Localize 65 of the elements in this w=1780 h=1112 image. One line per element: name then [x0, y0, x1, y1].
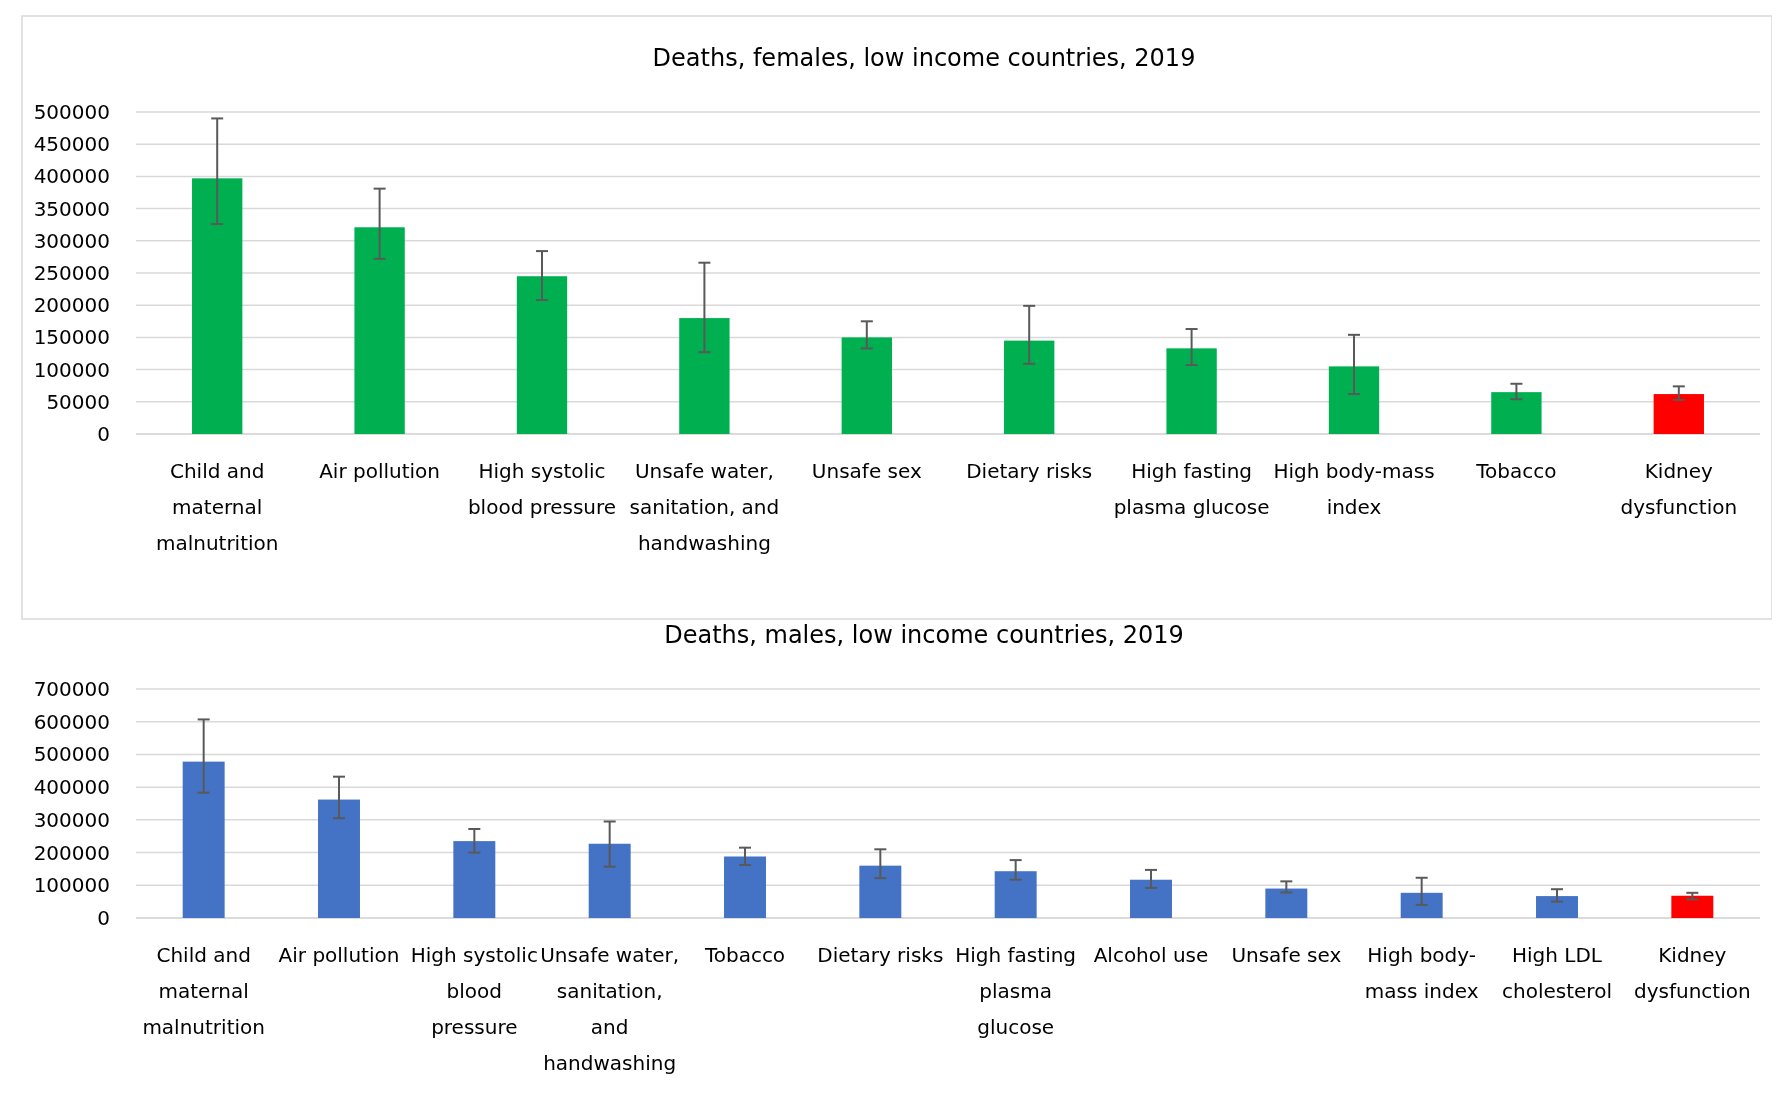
bar	[841, 337, 892, 434]
bar	[679, 318, 730, 434]
x-tick-label: Dietary risks	[966, 459, 1093, 483]
bar	[1400, 892, 1443, 918]
bar	[724, 856, 766, 918]
x-tick-label: Dietary risks	[817, 943, 944, 967]
bar	[1004, 340, 1055, 434]
chart-title: Deaths, males, low income countries, 2019	[664, 621, 1184, 649]
x-tick-label: High body-mass index	[1273, 459, 1435, 519]
x-tick-label: High systolic blood pressure	[467, 459, 617, 519]
y-tick-label: 100000	[33, 873, 110, 898]
y-tick-label: 100000	[33, 357, 110, 382]
bar	[1671, 895, 1714, 918]
x-tick-label: Child and maternal malnutrition	[155, 459, 279, 555]
bar	[182, 761, 225, 918]
bar	[1491, 392, 1542, 434]
x-tick-label: Child and maternal malnutrition	[142, 943, 265, 1039]
y-tick-label: 200000	[33, 840, 110, 865]
x-tick-label: High fasting plasma glucose	[955, 943, 1077, 1039]
x-tick-label: Kidney dysfunction	[1620, 459, 1738, 519]
bar	[516, 276, 568, 434]
x-tick-label: High fasting plasma glucose	[1113, 459, 1270, 519]
y-tick-label: 500000	[33, 100, 110, 124]
x-tick-label: Alcohol use	[1093, 943, 1209, 967]
bar	[318, 799, 360, 918]
bar	[192, 178, 243, 434]
x-tick-label: Unsafe sex	[1231, 943, 1342, 967]
x-tick-label: High systolic blood pressure	[410, 943, 538, 1039]
bar	[1328, 366, 1380, 434]
y-tick-label: 250000	[33, 261, 110, 285]
bar	[1536, 896, 1578, 918]
x-tick-label: Kidney dysfunction	[1634, 943, 1751, 1003]
x-tick-label: Tobacco	[1475, 459, 1557, 483]
y-tick-label: 700000	[33, 677, 110, 701]
x-tick-label: Unsafe water, sanitation, and handwashing	[629, 459, 780, 555]
bar	[354, 227, 405, 434]
y-tick-label: 500000	[33, 742, 110, 767]
y-tick-label: 300000	[33, 228, 110, 253]
x-tick-label: Air pollution	[278, 943, 400, 967]
bar	[859, 865, 902, 918]
y-tick-label: 200000	[33, 293, 110, 318]
chart-title: Deaths, females, low income countries, 2019	[652, 44, 1196, 72]
y-tick-label: 400000	[33, 164, 110, 189]
y-tick-label: 0	[97, 422, 110, 446]
bar	[994, 871, 1037, 918]
x-tick-label: Tobacco	[703, 943, 786, 967]
x-tick-label: Air pollution	[319, 459, 441, 483]
y-tick-label: 400000	[33, 775, 110, 800]
bar	[1130, 879, 1172, 918]
bar	[1166, 348, 1217, 434]
bar	[1265, 888, 1308, 918]
bar	[453, 841, 496, 918]
bar	[1653, 394, 1704, 434]
x-tick-label: Unsafe water, sanitation, and handwashing	[540, 943, 680, 1075]
x-tick-label: High body-mass index	[1364, 943, 1479, 1003]
y-tick-label: 450000	[33, 132, 110, 157]
y-tick-label: 0	[97, 906, 110, 930]
y-tick-label: 50000	[46, 389, 110, 414]
bar	[588, 843, 631, 918]
y-tick-label: 350000	[33, 196, 110, 221]
y-tick-label: 600000	[33, 709, 110, 734]
x-tick-label: High LDL cholesterol	[1502, 943, 1612, 1003]
x-tick-label: Unsafe sex	[811, 459, 922, 483]
y-tick-label: 300000	[33, 807, 110, 832]
y-tick-label: 150000	[33, 325, 110, 350]
